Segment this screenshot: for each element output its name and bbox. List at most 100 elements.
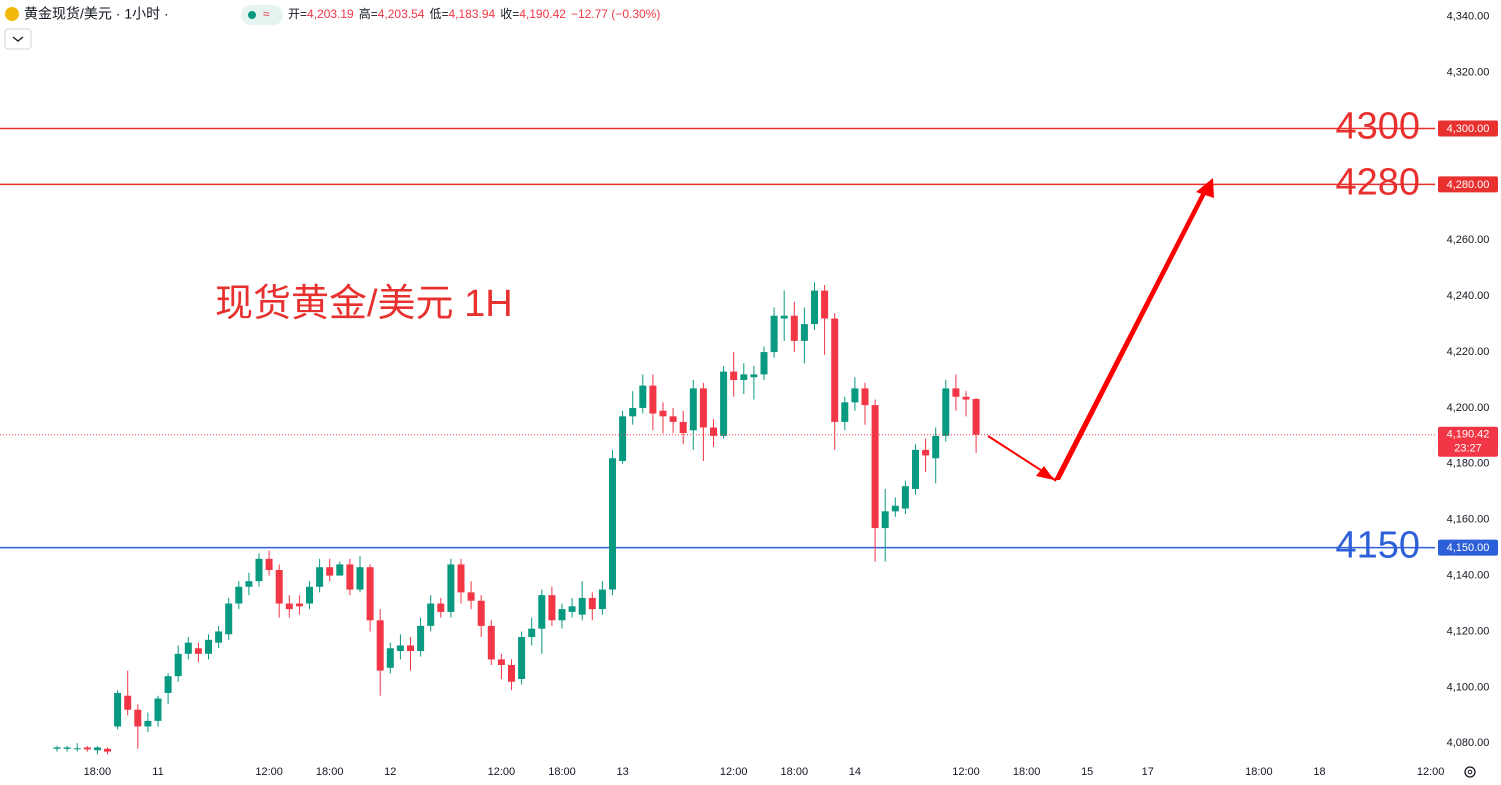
price-tag (1438, 539, 1498, 556)
candle-body (831, 318, 839, 422)
candle-body (235, 586, 243, 604)
price-tag (1438, 120, 1498, 137)
candle-body (346, 564, 354, 590)
candle-body (922, 449, 930, 456)
level-label: 4280 (1335, 161, 1420, 203)
candle-body (821, 290, 829, 319)
candle-body (265, 558, 273, 570)
candle-body (336, 564, 344, 576)
candle-body (548, 595, 556, 621)
y-tick-label: 4,180.00 (1447, 458, 1490, 470)
candle-body (407, 645, 414, 652)
x-tick-label: 18:00 (84, 766, 112, 778)
ohlc-label: 低= (429, 7, 448, 21)
candle-body (356, 567, 364, 590)
candle-body (568, 606, 576, 612)
candle-body (800, 324, 808, 341)
candle-body (164, 676, 172, 693)
candle-body (962, 396, 970, 400)
candle-body (669, 416, 677, 422)
symbol-icon (5, 7, 19, 21)
ohlc-label: 收= (500, 7, 519, 21)
arrow-head (1196, 178, 1214, 198)
y-tick-label: 4,160.00 (1447, 514, 1490, 526)
chevron-icon (12, 36, 24, 42)
ohlc-label: 高= (359, 6, 378, 21)
candle-body (285, 603, 293, 610)
candle-body (518, 637, 526, 679)
x-tick-label: 18 (1313, 766, 1325, 778)
candle-body (104, 748, 111, 752)
candle-body (316, 567, 324, 587)
candle-body (215, 631, 223, 643)
candle-body (326, 567, 334, 576)
candle-body (154, 698, 162, 721)
candle-body (679, 421, 687, 434)
candle-body (841, 402, 849, 422)
x-tick-label: 12:00 (255, 766, 283, 778)
ohlc-change: −12.77 (−0.30%) (571, 7, 660, 21)
x-tick-label: 13 (616, 766, 628, 778)
candle-body (639, 385, 647, 408)
candle-body (467, 592, 475, 601)
candle-body (932, 435, 940, 459)
candle-body (184, 642, 192, 654)
candle-body (790, 315, 798, 341)
candle-body (174, 653, 182, 677)
candle-body (295, 603, 303, 607)
candle-body (770, 315, 778, 353)
candle-body (720, 371, 728, 436)
candle-body (437, 603, 445, 612)
candle-body (750, 374, 758, 378)
y-tick-label: 4,240.00 (1447, 290, 1490, 302)
candle-body (588, 597, 596, 610)
x-tick-label: 15 (1081, 766, 1093, 778)
candle-body (609, 458, 616, 590)
x-tick-label: 12:00 (488, 766, 516, 778)
candle-body (629, 407, 637, 417)
candle-body (558, 609, 566, 621)
candle-body (780, 315, 788, 319)
candle-body (659, 410, 667, 417)
candle-body (225, 603, 233, 635)
status-icon: ≈ (263, 7, 270, 21)
candle-body (689, 388, 697, 431)
candle-body (598, 589, 606, 610)
candle-body (871, 405, 879, 529)
settings-icon[interactable] (1464, 766, 1476, 778)
candle-body (275, 570, 283, 604)
collapse-button[interactable] (4, 28, 32, 50)
countdown-label: 23:27 (1454, 443, 1482, 455)
annotation: 现货黄金/美元 1H (215, 283, 513, 325)
candle-body (649, 385, 657, 414)
y-tick-label: 4,260.00 (1447, 234, 1490, 246)
y-tick-label: 4,220.00 (1447, 346, 1490, 358)
x-tick-label: 12:00 (720, 766, 748, 778)
candle-body (760, 352, 768, 375)
settings-icon-core (1467, 769, 1473, 775)
x-tick-label: 18:00 (316, 766, 344, 778)
status-pill[interactable] (241, 5, 283, 25)
candle-body (205, 639, 212, 654)
price-tag-label: 4,280.00 (1447, 179, 1490, 191)
candle-body (811, 290, 818, 325)
y-tick-label: 4,140.00 (1447, 569, 1490, 581)
symbol-title[interactable]: 黄金现货/美元 · 1小时 · (24, 6, 169, 22)
x-tick-label: 18:00 (548, 766, 576, 778)
y-tick-label: 4,080.00 (1447, 737, 1490, 749)
candle-body (417, 625, 425, 652)
candle-body (740, 374, 748, 380)
candle-body (53, 747, 61, 749)
ohlc-value: 4,203.54 (378, 7, 425, 21)
candle-body (447, 564, 455, 612)
ohlc-value: 4,183.94 (448, 7, 495, 21)
y-tick-label: 4,200.00 (1447, 402, 1490, 414)
y-tick-label: 4,340.00 (1447, 11, 1490, 23)
candle-body (376, 620, 384, 671)
candle-body (396, 645, 404, 652)
y-tick-label: 4,120.00 (1447, 625, 1490, 637)
candle-body (477, 600, 485, 626)
candle-body (134, 709, 142, 727)
